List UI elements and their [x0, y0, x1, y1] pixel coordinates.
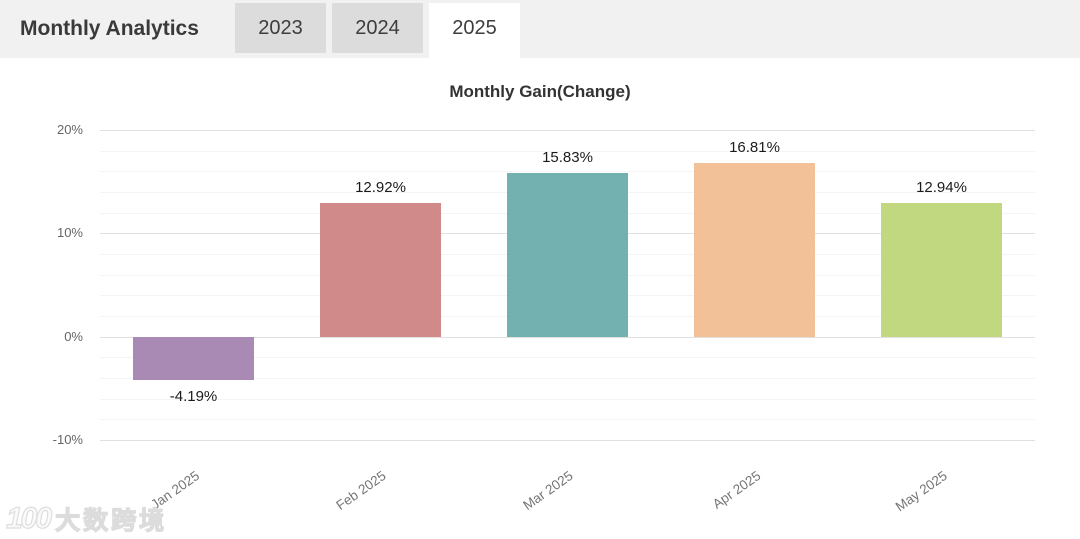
- brand-logo-icon: 100: [5, 501, 52, 535]
- header-bar: Monthly Analytics 2023 2024 2025: [0, 0, 1080, 58]
- x-axis-label-feb-2025: Feb 2025: [333, 468, 390, 514]
- bar-value-label-apr-2025: 16.81%: [729, 138, 780, 156]
- bar-value-label-jan-2025: -4.19%: [169, 387, 218, 405]
- tab-2024[interactable]: 2024: [332, 3, 423, 53]
- tab-2025[interactable]: 2025: [429, 3, 520, 58]
- bar-feb-2025[interactable]: [320, 203, 441, 337]
- gridline-minor: [100, 357, 1035, 359]
- gridline-minor: [100, 419, 1035, 421]
- gridline-minor: [100, 150, 1035, 152]
- year-tabs: 2023 2024 2025: [235, 3, 520, 58]
- bar-chart-plot-area: -4.19% 12.92% 15.83% 16.81% 12.94%: [100, 130, 1035, 441]
- bar-apr-2025[interactable]: [694, 162, 815, 337]
- x-axis-label-apr-2025: Apr 2025: [709, 468, 764, 512]
- x-axis-label-jan-2025: Jan 2025: [147, 468, 203, 513]
- bar-value-label-feb-2025: 12.92%: [355, 179, 406, 197]
- tab-2023[interactable]: 2023: [235, 3, 326, 53]
- gridline-major: [100, 440, 1035, 441]
- bar-value-label-mar-2025: 15.83%: [542, 149, 593, 167]
- bar-may-2025[interactable]: [881, 202, 1002, 337]
- gridline-minor: [100, 171, 1035, 173]
- y-axis-tick: 10%: [56, 225, 83, 241]
- bar-mar-2025[interactable]: [507, 173, 628, 337]
- bar-jan-2025[interactable]: [133, 336, 254, 380]
- y-axis: 20% 10% 0% -10%: [0, 122, 92, 447]
- gridline-major: [100, 336, 1035, 338]
- bar-value-label-may-2025: 12.94%: [916, 178, 967, 196]
- chart-title: Monthly Gain(Change): [449, 82, 631, 101]
- page-title: Monthly Analytics: [20, 17, 199, 40]
- x-axis-label-may-2025: May 2025: [892, 468, 951, 515]
- x-axis: Jan 2025 Feb 2025 Mar 2025 Apr 2025 May 2025: [100, 440, 1035, 539]
- x-axis-label-mar-2025: Mar 2025: [520, 468, 577, 514]
- gridline-major: [100, 130, 1035, 131]
- gridline-minor: [100, 398, 1035, 400]
- y-axis-tick: -10%: [52, 432, 83, 447]
- y-axis-tick: 20%: [56, 122, 83, 137]
- y-axis-tick: 0%: [64, 328, 83, 344]
- gridline-minor: [100, 378, 1035, 379]
